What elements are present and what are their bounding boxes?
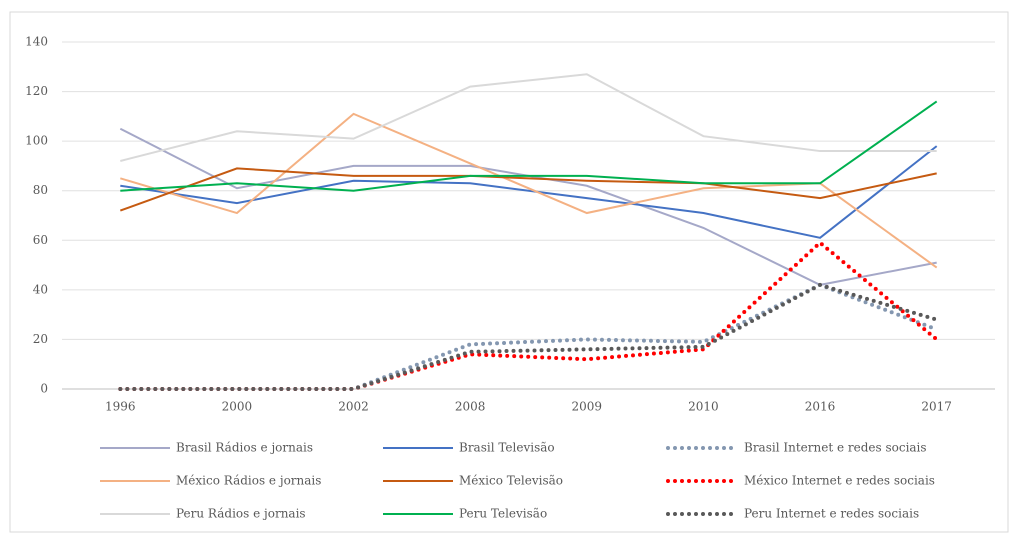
- legend-label: Peru Televisão: [459, 507, 547, 521]
- x-tick-label: 2000: [222, 400, 253, 414]
- series-line: [120, 73, 937, 162]
- legend-label: Brasil Rádios e jornais: [176, 441, 313, 455]
- x-tick-label: 2002: [338, 400, 369, 414]
- x-tick-label: 2009: [572, 400, 603, 414]
- chart-border: [9, 11, 1009, 533]
- series-line: [118, 240, 939, 391]
- y-tick-label: 20: [33, 332, 48, 346]
- x-tick-label: 1996: [105, 400, 136, 414]
- legend-label: Peru Rádios e jornais: [176, 507, 306, 521]
- x-tick-label: 2008: [455, 400, 486, 414]
- legend-label: México Internet e redes sociais: [744, 474, 935, 488]
- x-tick-label: 2016: [805, 400, 836, 414]
- legend-label: México Rádios e jornais: [176, 474, 321, 488]
- legend-label: Brasil Televisão: [459, 441, 555, 455]
- legend-label: Brasil Internet e redes sociais: [744, 441, 927, 455]
- series-line: [118, 282, 939, 391]
- y-tick-label: 60: [33, 233, 48, 247]
- y-tick-label: 80: [33, 183, 48, 197]
- y-tick-label: 100: [25, 134, 48, 148]
- series-line: [120, 100, 938, 192]
- series-line: [120, 145, 938, 239]
- legend-label: México Televisão: [459, 474, 563, 488]
- x-tick-label: 2010: [688, 400, 719, 414]
- legend-label: Peru Internet e redes sociais: [744, 507, 919, 521]
- y-tick-label: 40: [33, 282, 48, 296]
- y-tick-label: 0: [40, 382, 48, 396]
- y-tick-label: 120: [25, 84, 48, 98]
- series-line: [119, 167, 937, 212]
- y-tick-label: 140: [25, 35, 48, 49]
- x-tick-label: 2017: [921, 400, 952, 414]
